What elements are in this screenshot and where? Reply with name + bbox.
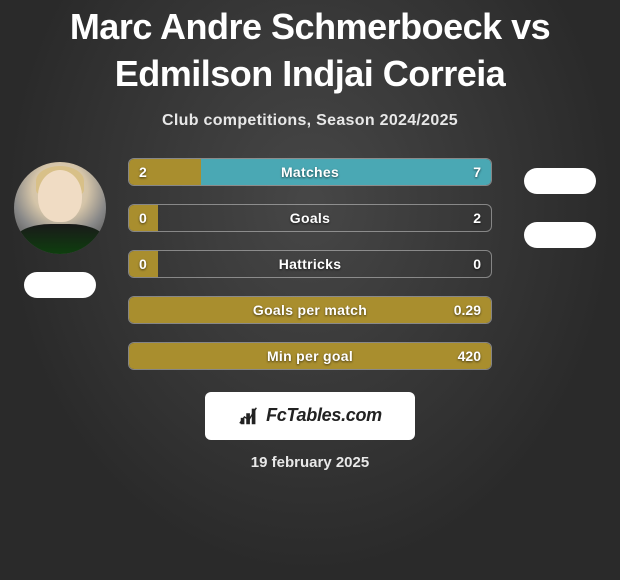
player-left-club-badge — [24, 272, 96, 298]
bar-label: Min per goal — [129, 343, 491, 369]
bar-value-right: 7 — [463, 159, 491, 185]
logo-text: FcTables.com — [266, 405, 382, 426]
bar-value-right: 2 — [463, 205, 491, 231]
bar-label: Matches — [129, 159, 491, 185]
comparison-row: Matches27Goals02Hattricks00Goals per mat… — [0, 158, 620, 370]
player-left-column — [0, 162, 120, 298]
stat-bar: Goals0 2 — [128, 204, 492, 232]
stat-bar: Hattricks0 0 — [128, 250, 492, 278]
date-label: 19 february 2025 — [251, 454, 369, 471]
player-right-club-badge-2 — [524, 222, 596, 248]
bar-value-right: 0 — [463, 251, 491, 277]
bar-value-right: 0.29 — [444, 297, 491, 323]
chart-icon — [238, 405, 260, 427]
bar-label: Goals — [129, 205, 491, 231]
page-title: Marc Andre Schmerboeck vs Edmilson Indja… — [0, 4, 620, 98]
bar-value-left: 2 — [129, 159, 157, 185]
bar-value-left — [129, 297, 149, 323]
stat-bar: Goals per match0.29 — [128, 296, 492, 324]
stat-bars-container: Matches27Goals02Hattricks00Goals per mat… — [120, 158, 500, 370]
stat-bar: Matches2 7 — [128, 158, 492, 186]
player-right-club-badge-1 — [524, 168, 596, 194]
bar-value-left: 0 — [129, 251, 157, 277]
fctables-logo: FcTables.com — [205, 392, 415, 440]
stat-bar: Min per goal420 — [128, 342, 492, 370]
player-right-column — [500, 162, 620, 248]
bar-value-left: 0 — [129, 205, 157, 231]
bar-value-left — [129, 343, 149, 369]
subtitle: Club competitions, Season 2024/2025 — [162, 112, 458, 130]
player-left-avatar — [14, 162, 106, 254]
bar-value-right: 420 — [448, 343, 491, 369]
bar-label: Goals per match — [129, 297, 491, 323]
bar-label: Hattricks — [129, 251, 491, 277]
